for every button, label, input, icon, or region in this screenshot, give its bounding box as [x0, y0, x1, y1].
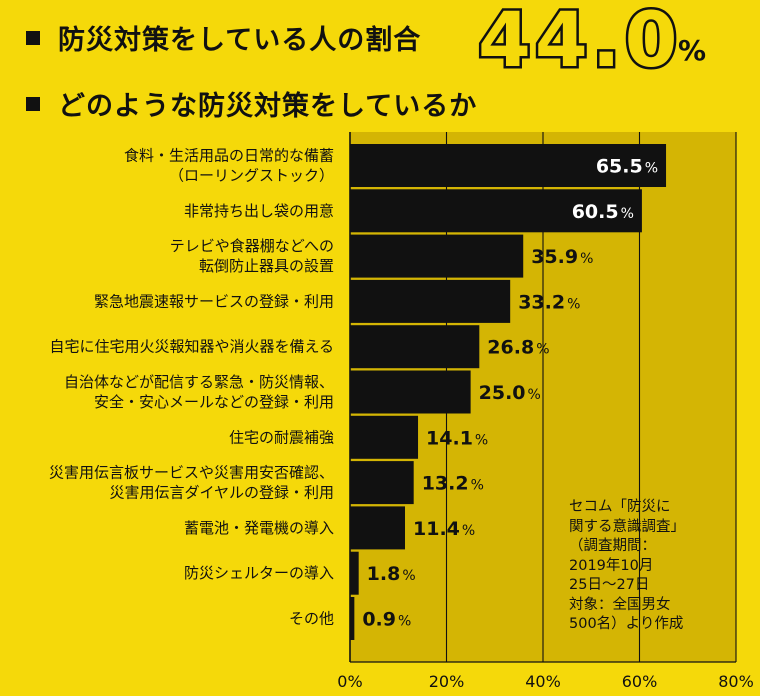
source-note: セコム「防災に 関する意識調査」 （調査期間： 2019年10月 25日～27日対象：全… — [569, 498, 719, 635]
header-row-1: 防災対策をしている人の割合 — [26, 18, 421, 57]
category-label: 安全・安心メールなどの登録・利用 — [94, 393, 334, 411]
square-bullet-icon — [26, 30, 40, 45]
category-label: 蓄電池・発電機の導入 — [184, 519, 334, 537]
title-measures: どのような防災対策をしているか — [58, 91, 478, 122]
source-note-line: （調査期間： — [569, 538, 656, 554]
bar — [350, 597, 355, 640]
source-note-line: 500名）より作成 — [569, 616, 684, 632]
bar — [350, 415, 419, 459]
x-tick-label: 20% — [429, 672, 465, 691]
square-bullet-icon — [26, 96, 40, 111]
value-label: 14.1% — [426, 427, 488, 449]
value-label: 60.5% — [572, 201, 634, 223]
category-label: 自宅に住宅用火災報知器や消火器を備える — [49, 338, 334, 356]
source-note-line: セコム「防災に — [569, 499, 671, 515]
value-label: 26.8% — [487, 337, 549, 359]
category-label: 自治体などが配信する緊急・防災情報、 — [64, 373, 334, 391]
title-prepared-ratio: 防災対策をしている人の割合 — [58, 25, 422, 56]
bar — [350, 461, 414, 505]
category-label: 災害用伝言ダイヤルの登録・利用 — [109, 484, 334, 502]
value-label: 11.4% — [413, 518, 475, 540]
x-tick-label: 0% — [337, 672, 362, 691]
bar — [350, 189, 642, 233]
bar — [350, 325, 480, 369]
value-label: 13.2% — [422, 473, 484, 495]
category-label: 住宅の耐震補強 — [229, 428, 334, 446]
value-label: 35.9% — [531, 246, 593, 268]
category-label: 転倒防止器具の設置 — [199, 257, 334, 275]
value-label: 1.8% — [367, 563, 416, 585]
value-label: 0.9% — [362, 609, 411, 631]
category-label: 防災シェルターの導入 — [184, 564, 334, 582]
x-tick-label: 40% — [525, 672, 561, 691]
category-label: 緊急地震速報サービスの登録・利用 — [94, 292, 334, 310]
category-label: 食料・生活用品の日常的な備蓄 — [124, 147, 334, 165]
x-tick-label: 60% — [622, 672, 658, 691]
value-label: 65.5% — [596, 156, 658, 178]
big-percentage-value: 44.0 — [476, 0, 682, 84]
header-row-2: どのような防災対策をしているか — [26, 84, 477, 123]
source-note-line: 対象：全国男女 — [569, 596, 671, 613]
bar — [350, 551, 359, 595]
big-percentage-unit: % — [678, 34, 707, 67]
x-tick-label: 80% — [718, 672, 754, 691]
bar — [350, 234, 524, 278]
category-label: テレビや食器棚などへの — [170, 237, 334, 255]
source-note-line: 2019年10月 — [569, 557, 654, 574]
category-label: 災害用伝言板サービスや災害用安否確認、 — [49, 464, 334, 482]
source-note-line: 関する意識調査」 — [569, 518, 685, 535]
source-note-line: 25日～27日 — [569, 577, 650, 593]
bar — [350, 279, 511, 323]
value-label: 25.0% — [479, 382, 541, 404]
category-label: その他 — [289, 610, 334, 628]
bar — [350, 506, 406, 550]
category-label: 非常持ち出し袋の用意 — [184, 202, 334, 220]
bar — [350, 370, 471, 414]
value-label: 33.2% — [518, 291, 580, 313]
category-label: （ローリングストック） — [169, 167, 334, 185]
bar — [350, 144, 667, 187]
